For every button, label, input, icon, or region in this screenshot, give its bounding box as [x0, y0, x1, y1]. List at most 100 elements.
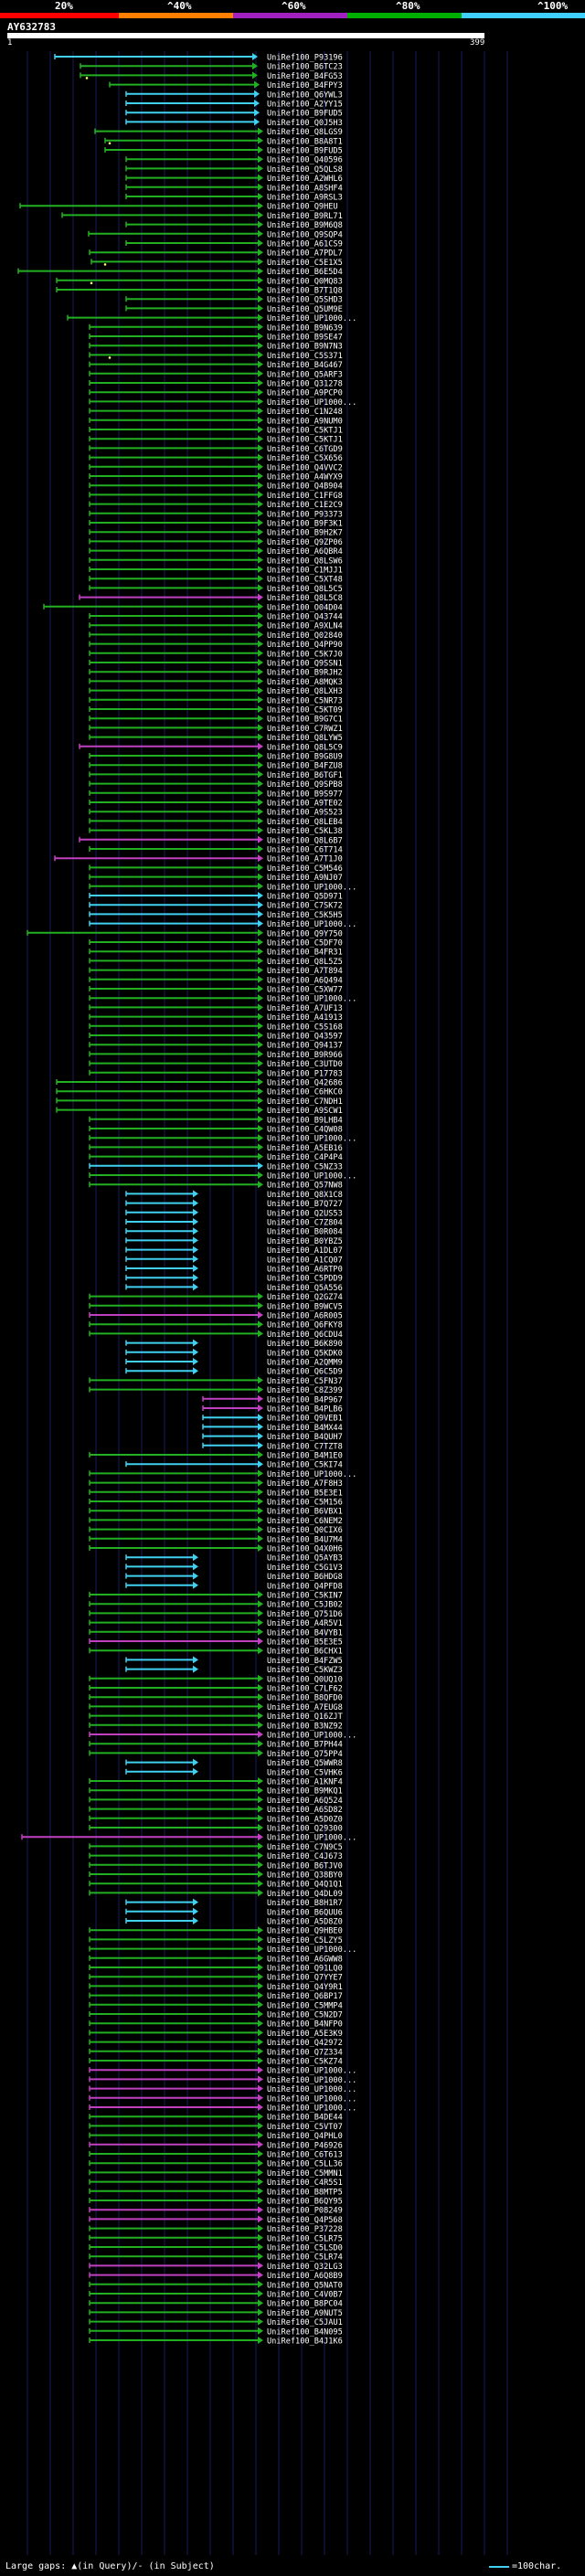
hit-row[interactable]: UniRef100_Q5SHD3: [125, 295, 343, 305]
hit-label[interactable]: UniRef100_B9WCV5: [267, 1302, 343, 1311]
hit-row[interactable]: UniRef100_A1DL07: [125, 1246, 343, 1256]
hit-label[interactable]: UniRef100_B6E5D4: [267, 268, 343, 277]
hit-label[interactable]: UniRef100_B9R966: [267, 1051, 343, 1060]
hit-row[interactable]: UniRef100_A9NUM0: [89, 416, 343, 427]
hit-label[interactable]: UniRef100_C5M546: [267, 864, 343, 874]
hit-row[interactable]: UniRef100_Q43744: [89, 612, 343, 622]
hit-label[interactable]: UniRef100_B8A8T1: [267, 137, 343, 146]
hit-label[interactable]: UniRef100_A8MQK3: [267, 678, 343, 687]
hit-label[interactable]: UniRef100_A6Q494: [267, 976, 343, 985]
hit-row[interactable]: UniRef100_C5DF70: [89, 938, 343, 949]
hit-label[interactable]: UniRef100_UP1000...: [267, 920, 356, 929]
hit-row[interactable]: UniRef100_C5KTJ1: [89, 435, 343, 445]
hit-row[interactable]: UniRef100_C5VT07: [89, 2122, 343, 2132]
hit-label[interactable]: UniRef100_B0YBZ5: [267, 1237, 343, 1246]
hit-row[interactable]: UniRef100_C5XT48: [89, 575, 343, 585]
hit-row[interactable]: UniRef100_B6K890: [125, 1339, 343, 1350]
hit-row[interactable]: UniRef100_C5KIN7: [89, 1591, 343, 1601]
hit-row[interactable]: UniRef100_Q0MQ83: [56, 276, 343, 287]
hit-row[interactable]: UniRef100_C5MMN1: [89, 2168, 343, 2178]
hit-row[interactable]: UniRef100_C8Z399: [89, 1385, 343, 1396]
hit-label[interactable]: UniRef100_Q9ZP06: [267, 538, 343, 547]
hit-label[interactable]: UniRef100_Q40596: [267, 156, 343, 165]
hit-row[interactable]: UniRef100_A9NJ07: [89, 873, 343, 884]
hit-label[interactable]: UniRef100_C6NEM2: [267, 1517, 343, 1526]
hit-row[interactable]: UniRef100_B4QUH7: [202, 1432, 343, 1443]
hit-label[interactable]: UniRef100_B5E3E5: [267, 1638, 343, 1648]
hit-row[interactable]: UniRef100_Q9SSN1: [89, 659, 343, 669]
hit-row[interactable]: UniRef100_Q5AYB3: [125, 1553, 343, 1564]
hit-row[interactable]: UniRef100_Q8L5Z5: [89, 957, 343, 967]
hit-row[interactable]: UniRef100_A2WHL6: [125, 174, 343, 185]
hit-row[interactable]: UniRef100_A7UF13: [89, 1003, 343, 1013]
hit-label[interactable]: UniRef100_Q91LQ0: [267, 1965, 343, 1974]
hit-row[interactable]: UniRef100_A2YY15: [125, 100, 343, 110]
hit-label[interactable]: UniRef100_A2YY15: [267, 101, 343, 110]
hit-row[interactable]: UniRef100_B9F3K1: [89, 519, 343, 529]
hit-label[interactable]: UniRef100_B9M6Q8: [267, 221, 343, 230]
hit-label[interactable]: UniRef100_C6HKC0: [267, 1088, 343, 1097]
hit-label[interactable]: UniRef100_C1MJJ1: [267, 567, 343, 576]
hit-row[interactable]: UniRef100_C5LSD0: [89, 2243, 343, 2253]
hit-row[interactable]: UniRef100_Q4Y9R1: [89, 1982, 343, 1992]
hit-label[interactable]: UniRef100_A9S523: [267, 809, 343, 818]
hit-label[interactable]: UniRef100_B4U7M4: [267, 1535, 343, 1544]
hit-label[interactable]: UniRef100_C3UTD0: [267, 1060, 343, 1069]
hit-label[interactable]: UniRef100_UP1000...: [267, 2085, 356, 2094]
hit-row[interactable]: UniRef100_C7SK72: [89, 901, 343, 911]
hit-row[interactable]: UniRef100_C4R5S1: [89, 2178, 343, 2189]
hit-label[interactable]: UniRef100_A7UF13: [267, 1004, 343, 1013]
hit-label[interactable]: UniRef100_C5JB02: [267, 1601, 343, 1610]
hit-label[interactable]: UniRef100_A2QMM9: [267, 1359, 343, 1368]
hit-label[interactable]: UniRef100_C5KT09: [267, 706, 343, 716]
hit-label[interactable]: UniRef100_A7EUG8: [267, 1703, 343, 1712]
hit-row[interactable]: UniRef100_A7F8H3: [89, 1479, 343, 1489]
hit-row[interactable]: UniRef100_Q0UQ10: [89, 1674, 343, 1685]
hit-row[interactable]: UniRef100_A9RSL3: [125, 193, 343, 203]
hit-label[interactable]: UniRef100_Q4PFD8: [267, 1582, 343, 1591]
hit-row[interactable]: UniRef100_UP1000...: [89, 1731, 356, 1741]
hit-label[interactable]: UniRef100_C5VT07: [267, 2123, 343, 2132]
hit-row[interactable]: UniRef100_C7N9C5: [89, 1842, 343, 1852]
hit-label[interactable]: UniRef100_Q6CDU4: [267, 1330, 343, 1340]
hit-row[interactable]: UniRef100_C5KTJ1: [89, 426, 343, 436]
hit-row[interactable]: UniRef100_Q9Y750: [27, 928, 343, 939]
hit-label[interactable]: UniRef100_C5E1X5: [267, 259, 343, 268]
hit-row[interactable]: UniRef100_UP1000...: [89, 1469, 356, 1479]
hit-label[interactable]: UniRef100_B9FUD5: [267, 147, 343, 156]
hit-label[interactable]: UniRef100_B4DE44: [267, 2114, 343, 2123]
hit-label[interactable]: UniRef100_C5LSD0: [267, 2244, 343, 2253]
hit-label[interactable]: UniRef100_UP1000...: [267, 314, 356, 323]
hit-label[interactable]: UniRef100_Q4PHL0: [267, 2132, 343, 2141]
hit-label[interactable]: UniRef100_B9FUD5: [267, 110, 343, 119]
hit-label[interactable]: UniRef100_C4QW08: [267, 1126, 343, 1135]
hit-row[interactable]: UniRef100_UP1000...: [89, 2094, 356, 2104]
hit-row[interactable]: UniRef100_B6TGF1: [89, 770, 343, 780]
hit-label[interactable]: UniRef100_UP1000...: [267, 398, 356, 408]
hit-row[interactable]: UniRef100_UP1000...: [89, 2075, 356, 2085]
hit-label[interactable]: UniRef100_P37228: [267, 2225, 343, 2234]
hit-row[interactable]: UniRef100_Q42686: [56, 1078, 343, 1088]
hit-row[interactable]: UniRef100_B9MKQ1: [89, 1786, 343, 1797]
hit-label[interactable]: UniRef100_A9SCW1: [267, 1107, 343, 1116]
hit-label[interactable]: UniRef100_Q0UQ10: [267, 1675, 343, 1684]
hit-row[interactable]: UniRef100_A6Q494: [89, 975, 343, 986]
hit-label[interactable]: UniRef100_Q4VVC2: [267, 463, 343, 472]
hit-row[interactable]: UniRef100_C4V0B7: [89, 2290, 343, 2300]
hit-label[interactable]: UniRef100_A1CQ07: [267, 1256, 343, 1265]
hit-row[interactable]: UniRef100_UP1000...: [89, 2066, 356, 2076]
hit-row[interactable]: UniRef100_C5K5H5: [89, 910, 343, 920]
hit-row[interactable]: UniRef100_C3UTD0: [89, 1059, 343, 1070]
hit-label[interactable]: UniRef100_Q16ZJT: [267, 1712, 343, 1722]
hit-row[interactable]: UniRef100_C5KZ74: [89, 2057, 343, 2067]
hit-row[interactable]: UniRef100_B9H2K7: [89, 528, 343, 538]
hit-label[interactable]: UniRef100_C5PDD9: [267, 1275, 343, 1284]
hit-label[interactable]: UniRef100_B9N639: [267, 323, 343, 333]
hit-label[interactable]: UniRef100_A6R005: [267, 1312, 343, 1321]
hit-label[interactable]: UniRef100_C1E2C9: [267, 501, 343, 510]
hit-label[interactable]: UniRef100_A8SHF4: [267, 184, 343, 193]
hit-label[interactable]: UniRef100_A9PCP0: [267, 389, 343, 398]
hit-label[interactable]: UniRef100_B0R084: [267, 1228, 343, 1237]
hit-row[interactable]: UniRef100_C5LZY5: [89, 1935, 343, 1945]
hit-label[interactable]: UniRef100_Q43744: [267, 613, 343, 622]
